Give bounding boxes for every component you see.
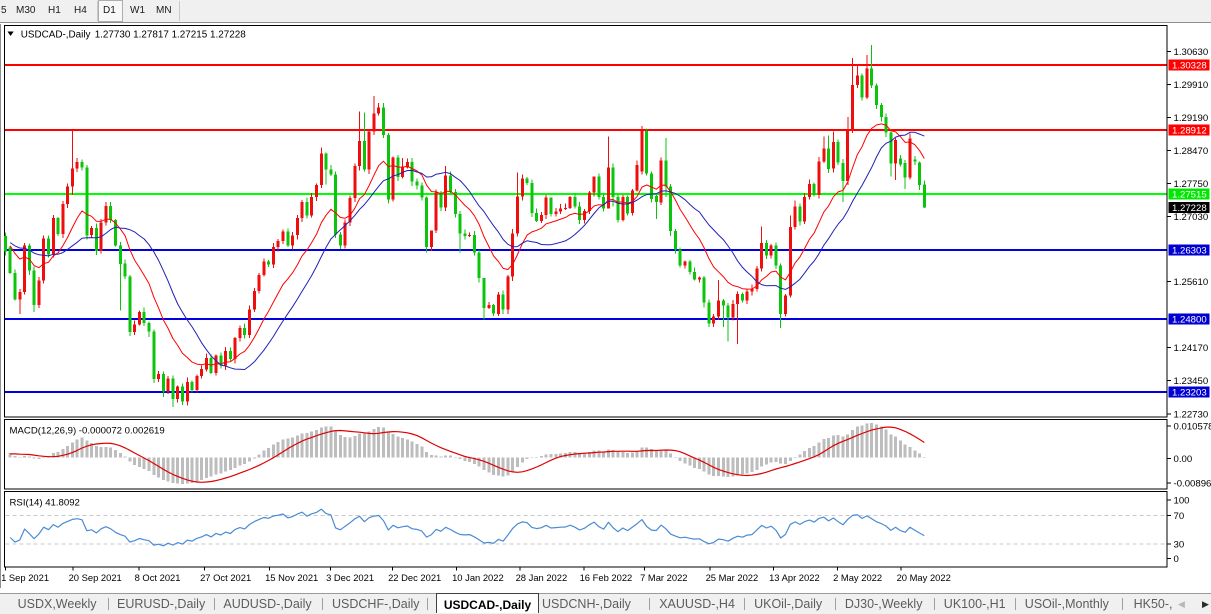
svg-text:10 Jan 2022: 10 Jan 2022 [452, 572, 504, 583]
svg-text:1.26303: 1.26303 [1172, 245, 1207, 256]
svg-text:15 Nov 2021: 15 Nov 2021 [265, 572, 318, 583]
svg-text:13 Apr 2022: 13 Apr 2022 [769, 572, 820, 583]
svg-text:0: 0 [1174, 554, 1179, 565]
svg-text:0.00: 0.00 [1174, 454, 1193, 465]
svg-text:30: 30 [1174, 540, 1185, 551]
svg-text:1.28470: 1.28470 [1174, 146, 1209, 157]
svg-text:1 Sep 2021: 1 Sep 2021 [1, 572, 49, 583]
svg-text:1.30328: 1.30328 [1172, 61, 1207, 72]
svg-text:0.010578: 0.010578 [1174, 422, 1211, 433]
svg-text:1.29190: 1.29190 [1174, 113, 1209, 124]
svg-text:1.23203: 1.23203 [1172, 388, 1207, 399]
svg-text:1.27030: 1.27030 [1174, 212, 1209, 223]
svg-text:USDCAD-,Daily: USDCAD-,Daily [21, 29, 91, 40]
svg-text:1.27730 1.27817 1.27215 1.2722: 1.27730 1.27817 1.27215 1.27228 [95, 29, 247, 40]
svg-text:20 May 2022: 20 May 2022 [897, 572, 951, 583]
svg-text:1.27228: 1.27228 [1172, 203, 1207, 214]
svg-text:1.24170: 1.24170 [1174, 343, 1209, 354]
svg-text:1.29910: 1.29910 [1174, 80, 1209, 91]
svg-text:22 Dec 2021: 22 Dec 2021 [388, 572, 441, 583]
svg-text:100: 100 [1174, 496, 1190, 507]
svg-text:28 Jan 2022: 28 Jan 2022 [516, 572, 568, 583]
svg-text:-0.00896: -0.00896 [1174, 479, 1211, 490]
svg-text:1.27515: 1.27515 [1172, 190, 1207, 201]
svg-text:MACD(12,26,9) -0.000072 0.0026: MACD(12,26,9) -0.000072 0.002619 [10, 426, 165, 437]
svg-text:1.22730: 1.22730 [1174, 409, 1209, 420]
svg-text:1.27750: 1.27750 [1174, 179, 1209, 190]
svg-text:1.30630: 1.30630 [1174, 47, 1209, 58]
svg-text:7 Mar 2022: 7 Mar 2022 [640, 572, 687, 583]
svg-text:1.28912: 1.28912 [1172, 126, 1207, 137]
svg-text:1.25610: 1.25610 [1174, 277, 1209, 288]
svg-text:1.23450: 1.23450 [1174, 376, 1209, 387]
svg-text:8 Oct 2021: 8 Oct 2021 [135, 572, 181, 583]
svg-text:1.24800: 1.24800 [1172, 314, 1207, 325]
svg-text:27 Oct 2021: 27 Oct 2021 [200, 572, 251, 583]
svg-text:3 Dec 2021: 3 Dec 2021 [326, 572, 374, 583]
svg-text:2 May 2022: 2 May 2022 [833, 572, 882, 583]
svg-text:20 Sep 2021: 20 Sep 2021 [69, 572, 122, 583]
svg-text:16 Feb 2022: 16 Feb 2022 [580, 572, 633, 583]
svg-text:70: 70 [1174, 511, 1185, 522]
svg-text:25 Mar 2022: 25 Mar 2022 [706, 572, 759, 583]
svg-text:RSI(14) 41.8092: RSI(14) 41.8092 [10, 498, 80, 509]
